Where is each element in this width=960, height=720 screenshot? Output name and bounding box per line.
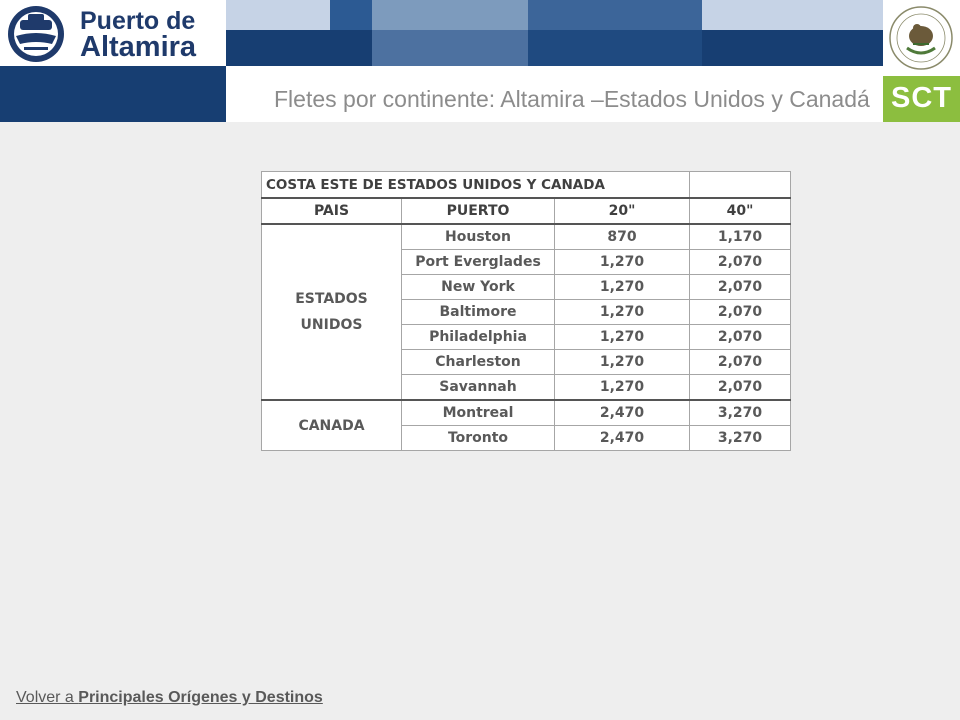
rate-20-cell: 1,270 xyxy=(554,299,690,325)
table-header-row: PAIS PUERTO 20" 40" xyxy=(261,197,791,225)
rate-20-cell: 1,270 xyxy=(554,324,690,350)
logo-line1: Puerto de xyxy=(80,7,196,35)
back-link[interactable]: Volver a Principales Orígenes y Destinos xyxy=(16,689,323,707)
table-row: Toronto 2,470 3,270 xyxy=(262,425,791,451)
rate-40-cell: 3,270 xyxy=(689,425,791,451)
table-row: CANADA Montreal 2,470 3,270 xyxy=(261,399,791,451)
column-header-40ft: 40" xyxy=(689,197,791,225)
freight-rates-table: COSTA ESTE DE ESTADOS UNIDOS Y CANADA PA… xyxy=(261,171,791,451)
port-cell: Houston xyxy=(401,223,555,250)
rate-20-cell: 1,270 xyxy=(554,249,690,275)
port-cell: Montreal xyxy=(401,399,555,426)
header-block xyxy=(330,0,372,30)
column-header-20ft: 20" xyxy=(554,197,690,225)
table-title: COSTA ESTE DE ESTADOS UNIDOS Y CANADA xyxy=(261,171,690,199)
country-label: CANADA xyxy=(298,417,365,434)
rate-40-cell: 2,070 xyxy=(689,349,791,375)
country-label: UNIDOS xyxy=(300,317,363,333)
puerto-altamira-logo[interactable]: Puerto de Altamira xyxy=(0,0,226,66)
port-cell: Philadelphia xyxy=(401,324,555,350)
page-title: Fletes por continente: Altamira –Estados… xyxy=(274,86,870,112)
back-link-target[interactable]: Principales Orígenes y Destinos xyxy=(78,689,323,706)
rate-40-cell: 2,070 xyxy=(689,324,791,350)
rate-40-cell: 2,070 xyxy=(689,374,791,401)
table-title-row: COSTA ESTE DE ESTADOS UNIDOS Y CANADA xyxy=(261,171,791,199)
port-cell: Port Everglades xyxy=(401,249,555,275)
mexico-seal xyxy=(883,0,960,76)
table-row: Savannah 1,270 2,070 xyxy=(262,374,791,401)
port-cell: Savannah xyxy=(401,374,555,401)
sct-label: SCT xyxy=(891,82,952,114)
port-cell: Baltimore xyxy=(401,299,555,325)
country-cell-usa: ESTADOS UNIDOS xyxy=(261,223,402,401)
port-cell: Toronto xyxy=(401,425,555,451)
table-cell xyxy=(689,171,791,199)
port-cell: New York xyxy=(401,274,555,300)
column-header-pais: PAIS xyxy=(261,197,402,225)
header-block xyxy=(528,30,702,66)
rate-20-cell: 1,270 xyxy=(554,374,690,401)
header-block xyxy=(702,30,883,66)
table-row: Charleston 1,270 2,070 xyxy=(262,349,791,375)
header-block xyxy=(702,0,883,30)
title-background xyxy=(226,66,883,122)
header-block xyxy=(372,0,528,30)
table-row: Philadelphia 1,270 2,070 xyxy=(262,324,791,350)
rate-20-cell: 2,470 xyxy=(554,425,690,451)
header-band-left xyxy=(0,66,226,122)
column-header-puerto: PUERTO xyxy=(401,197,555,225)
rate-20-cell: 870 xyxy=(554,223,690,250)
rate-40-cell: 2,070 xyxy=(689,274,791,300)
header-block xyxy=(226,30,372,66)
rate-20-cell: 1,270 xyxy=(554,274,690,300)
rate-40-cell: 2,070 xyxy=(689,249,791,275)
sct-logo: SCT xyxy=(883,76,960,122)
country-cell-canada: CANADA xyxy=(261,399,402,451)
header-block xyxy=(226,0,330,30)
table-row: ESTADOS UNIDOS Houston 870 1,170 xyxy=(261,223,791,401)
country-label: ESTADOS xyxy=(295,291,368,307)
rate-20-cell: 2,470 xyxy=(554,399,690,426)
rate-40-cell: 2,070 xyxy=(689,299,791,325)
back-link-prefix: Volver a xyxy=(16,689,79,706)
header-block xyxy=(528,0,702,30)
coat-of-arms-icon xyxy=(889,6,953,70)
header-banner: Puerto de Altamira SCT xyxy=(0,0,960,122)
rate-20-cell: 1,270 xyxy=(554,349,690,375)
rate-40-cell: 3,270 xyxy=(689,399,791,426)
port-emblem-icon xyxy=(8,6,64,62)
table-row: New York 1,270 2,070 xyxy=(262,274,791,300)
port-cell: Charleston xyxy=(401,349,555,375)
rate-40-cell: 1,170 xyxy=(689,223,791,250)
logo-line2: Altamira xyxy=(80,31,197,63)
header-block xyxy=(372,30,528,66)
